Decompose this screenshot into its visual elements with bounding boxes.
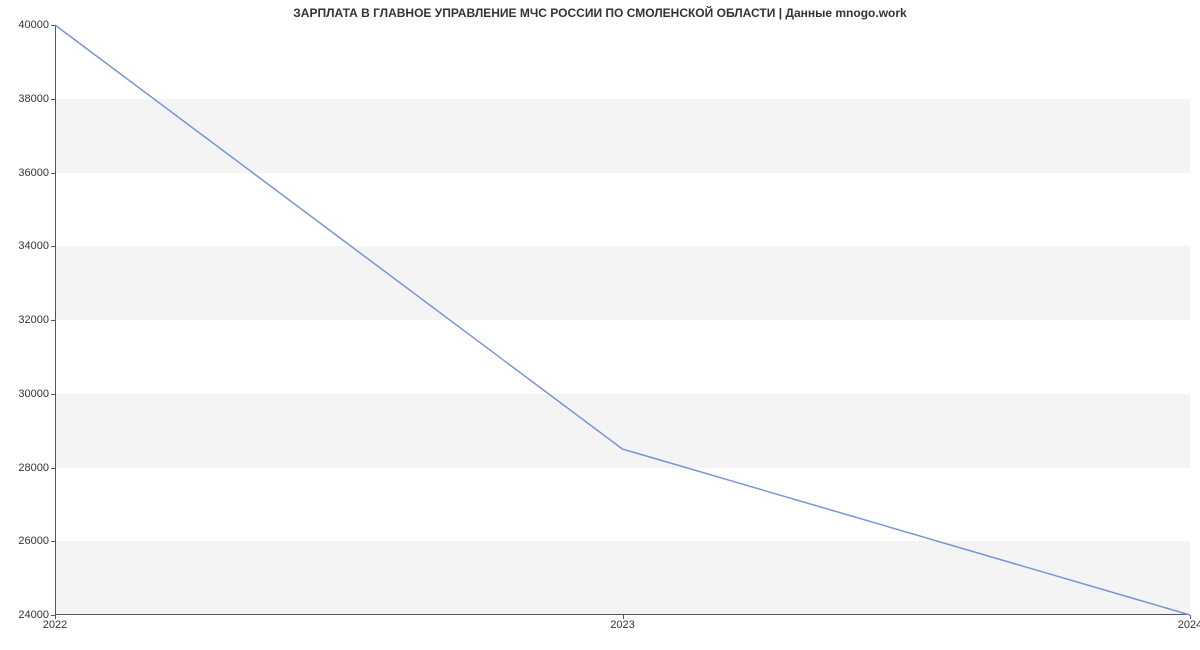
y-tick-label: 30000 (18, 388, 55, 400)
y-tick-mark (51, 541, 55, 542)
y-tick-label: 38000 (18, 93, 55, 105)
x-tick-mark (623, 615, 624, 619)
line-layer (55, 25, 1190, 615)
y-tick-mark (51, 99, 55, 100)
y-tick-label: 28000 (18, 462, 55, 474)
x-tick-mark (55, 615, 56, 619)
plot-area: 2400026000280003000032000340003600038000… (55, 25, 1190, 615)
x-tick-label: 2024 (1178, 615, 1200, 631)
y-tick-label: 26000 (18, 535, 55, 547)
series-line-salary (55, 25, 1190, 615)
salary-line-chart: ЗАРПЛАТА В ГЛАВНОЕ УПРАВЛЕНИЕ МЧС РОССИИ… (0, 0, 1200, 650)
y-tick-label: 34000 (18, 240, 55, 252)
x-tick-mark (1190, 615, 1191, 619)
y-tick-label: 32000 (18, 314, 55, 326)
y-tick-mark (51, 25, 55, 26)
y-tick-label: 36000 (18, 167, 55, 179)
y-tick-mark (51, 394, 55, 395)
y-tick-mark (51, 468, 55, 469)
chart-title: ЗАРПЛАТА В ГЛАВНОЕ УПРАВЛЕНИЕ МЧС РОССИИ… (0, 6, 1200, 20)
y-tick-mark (51, 173, 55, 174)
y-tick-mark (51, 246, 55, 247)
y-tick-label: 40000 (18, 19, 55, 31)
y-tick-mark (51, 320, 55, 321)
